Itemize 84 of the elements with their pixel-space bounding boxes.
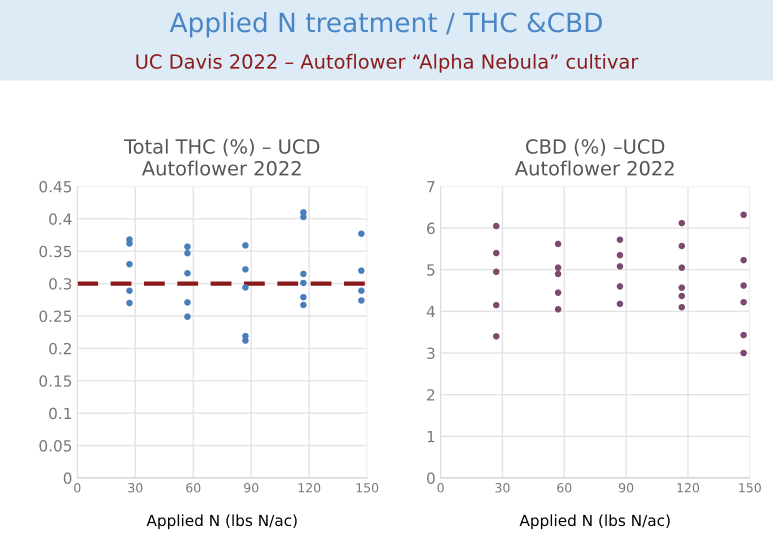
point <box>616 252 624 258</box>
point <box>184 243 191 250</box>
text: UC Davis 2022 – Autoflower “Alpha Nebula” cultivar <box>136 54 638 73</box>
point <box>740 298 747 306</box>
point <box>126 300 133 306</box>
y-tick-label: 2 <box>427 389 434 400</box>
point <box>554 289 562 296</box>
point <box>554 264 562 271</box>
x-tick-label: 30 <box>128 483 142 492</box>
point <box>300 280 307 286</box>
y-tick-label: 0.3 <box>49 278 72 290</box>
y-tick-label: 0 <box>427 472 435 484</box>
x-axis-title: Applied N (lbs N/ac) <box>520 514 670 530</box>
point <box>242 284 249 291</box>
point <box>242 337 249 344</box>
point <box>493 250 500 256</box>
point <box>493 222 500 230</box>
point <box>740 282 747 289</box>
point <box>184 250 191 256</box>
chart-title: CBD (%) –UCD Autoflower 2022 <box>514 138 674 176</box>
point <box>300 270 307 278</box>
x-tick-label: 0 <box>74 483 80 492</box>
x-tick-label: 120 <box>298 483 320 492</box>
point <box>300 302 307 308</box>
y-tick-label: 1 <box>428 430 434 442</box>
x-tick-label: 60 <box>186 483 200 492</box>
point <box>358 230 365 237</box>
y-tick-label: 0 <box>64 472 72 484</box>
x-tick-label: 120 <box>677 483 700 492</box>
y-tick-label: 6 <box>427 222 435 234</box>
point <box>493 302 500 308</box>
point <box>126 287 133 294</box>
point <box>493 268 500 276</box>
point <box>678 304 686 310</box>
point <box>678 292 686 300</box>
y-tick-label: 0.05 <box>39 440 72 452</box>
point <box>678 220 686 226</box>
chart-title: Total THC (%) – UCD Autoflower 2022 <box>124 138 320 176</box>
point <box>616 300 624 308</box>
x-tick-label: 150 <box>356 483 378 492</box>
x-tick-label: 150 <box>739 483 761 492</box>
x-tick-label: 90 <box>618 483 634 492</box>
point <box>184 270 191 277</box>
point <box>616 283 624 290</box>
y-tick-label: 4 <box>426 306 435 318</box>
y-tick-label: 7 <box>427 181 434 192</box>
point <box>358 297 365 304</box>
x-tick-label: 30 <box>495 483 510 492</box>
point <box>126 260 133 268</box>
x-axis-title: Applied N (lbs N/ac) <box>146 514 297 530</box>
y-tick-label: 0.45 <box>39 180 72 192</box>
y-tick-label: 0.4 <box>49 213 72 225</box>
y-tick-label: 0.25 <box>39 310 72 322</box>
x-tick-label: 0 <box>437 483 444 492</box>
point <box>242 242 249 249</box>
point <box>740 212 747 218</box>
y-tick-label: 0.2 <box>49 342 71 354</box>
point <box>300 294 307 300</box>
point <box>616 236 624 244</box>
point <box>554 240 562 248</box>
point <box>554 270 562 278</box>
text: Applied N treatment / THC &CBD <box>170 12 602 38</box>
point <box>358 267 365 274</box>
point <box>493 333 500 340</box>
point <box>300 214 307 220</box>
y-tick-label: 3 <box>427 347 435 360</box>
x-tick-label: 90 <box>244 483 258 492</box>
y-tick-label: 0.15 <box>39 375 72 387</box>
point <box>616 263 624 270</box>
x-tick-label: 60 <box>557 483 572 492</box>
point <box>678 242 686 250</box>
point <box>242 266 249 273</box>
y-tick-label: 5 <box>427 264 434 276</box>
point <box>740 332 747 338</box>
y-tick-label: 0.1 <box>49 408 72 420</box>
point <box>678 264 686 271</box>
point <box>184 313 191 320</box>
point <box>740 350 747 356</box>
point <box>554 306 562 313</box>
point <box>184 299 191 306</box>
point <box>678 284 686 291</box>
point <box>740 256 747 264</box>
point <box>358 287 365 294</box>
y-tick-label: 0.35 <box>39 246 72 258</box>
